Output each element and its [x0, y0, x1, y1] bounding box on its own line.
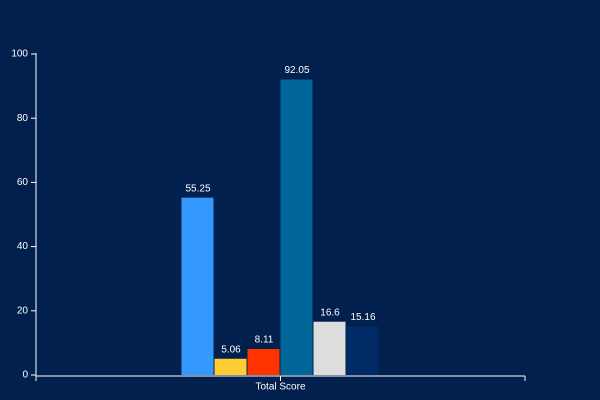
y-tick-label: 0: [22, 370, 28, 381]
value-label: 55.25: [185, 183, 210, 194]
y-tick-label: 100: [11, 49, 28, 60]
bar: [247, 348, 280, 375]
x-tick-label: Total Score: [255, 382, 305, 393]
value-label: 92.05: [284, 65, 309, 76]
y-tick-label: 80: [17, 113, 29, 124]
bar: [346, 326, 379, 375]
value-label: 16.6: [320, 307, 340, 318]
value-label: 5.06: [221, 344, 241, 355]
value-label: 15.16: [350, 312, 375, 323]
bar: [280, 79, 313, 375]
bar: [214, 358, 247, 375]
y-tick-label: 40: [17, 241, 29, 252]
bar: [313, 321, 346, 375]
y-tick-label: 60: [17, 177, 29, 188]
bar: [181, 197, 214, 375]
value-label: 8.11: [255, 335, 274, 346]
y-tick-label: 20: [17, 305, 29, 316]
